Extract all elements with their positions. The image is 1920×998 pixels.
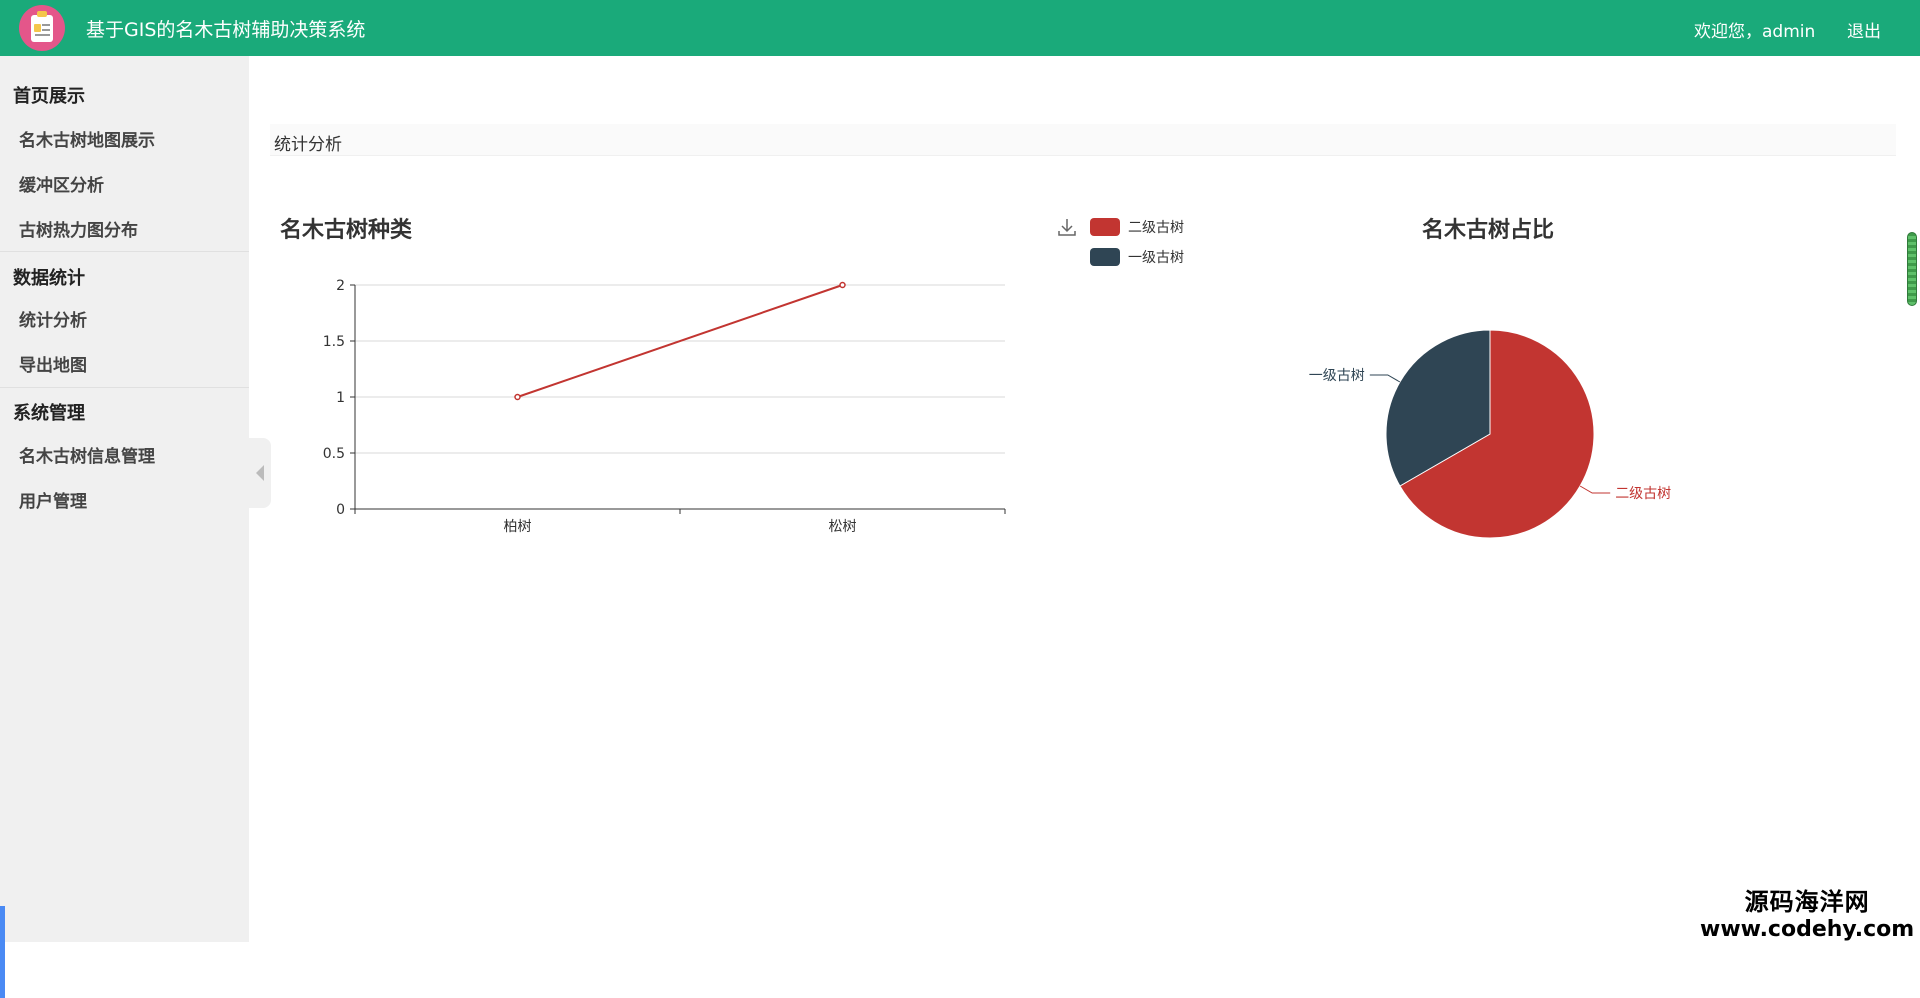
top-header-bar: 基于GIS的名木古树辅助决策系统 欢迎您，admin 退出	[0, 0, 1920, 56]
legend-swatch	[1090, 218, 1120, 236]
y-tick-label: 1.5	[323, 334, 345, 350]
sidebar: 首页展示 名木古树地图展示 缓冲区分析 古树热力图分布 数据统计 统计分析 导出…	[0, 56, 249, 998]
y-tick-label: 0	[336, 502, 345, 518]
data-point	[514, 393, 521, 401]
chart-legend: 二级古树 一级古树	[1090, 212, 1184, 272]
pie-label-line	[1369, 374, 1401, 383]
breadcrumb: 统计分析	[270, 124, 1896, 156]
sidebar-item-stat-analysis[interactable]: 统计分析	[19, 311, 87, 331]
pie-chart: 二级古树 一级古树	[1309, 329, 1671, 539]
download-icon[interactable]	[1056, 216, 1078, 238]
y-tick-label: 0.5	[323, 446, 345, 462]
legend-label: 二级古树	[1128, 220, 1184, 236]
pie-label: 二级古树	[1615, 486, 1671, 502]
active-indicator	[0, 906, 5, 998]
x-tick-label: 松树	[829, 519, 857, 535]
sidebar-item-buffer-analysis[interactable]: 缓冲区分析	[19, 176, 104, 196]
sidebar-item-user-management[interactable]: 用户管理	[19, 492, 87, 512]
sidebar-group-statistics[interactable]: 数据统计	[13, 268, 85, 289]
sidebar-divider	[0, 387, 249, 388]
sidebar-item-export-map[interactable]: 导出地图	[19, 356, 87, 376]
pie-label-line	[1579, 485, 1611, 494]
welcome-text: 欢迎您，admin	[1694, 22, 1816, 42]
chevron-left-icon	[256, 465, 264, 481]
series-line	[517, 284, 843, 398]
sidebar-item-heatmap[interactable]: 古树热力图分布	[19, 221, 138, 241]
app-title: 基于GIS的名木古树辅助决策系统	[86, 19, 366, 41]
sidebar-item-tree-info-management[interactable]: 名木古树信息管理	[19, 447, 155, 467]
sidebar-collapse-button[interactable]	[249, 438, 271, 508]
breadcrumb-current: 统计分析	[274, 135, 342, 155]
y-tick-label: 2	[336, 278, 345, 294]
data-point	[839, 281, 846, 289]
x-tick-label: 柏树	[504, 519, 532, 535]
sidebar-group-home[interactable]: 首页展示	[13, 86, 85, 107]
pie-label: 一级古树	[1309, 368, 1365, 384]
watermark-name: 源码海洋网	[1744, 888, 1870, 916]
clipboard-icon	[31, 10, 53, 42]
pie-slice	[1399, 329, 1595, 539]
pie-chart-title: 名木古树占比	[1422, 218, 1555, 243]
watermark: 源码海洋网 www.codehy.com	[1700, 882, 1914, 942]
watermark-url: www.codehy.com	[1700, 917, 1915, 942]
legend-item-level1[interactable]: 一级古树	[1090, 242, 1184, 272]
app-logo	[19, 5, 65, 51]
y-tick-label: 1	[336, 390, 345, 406]
scrollbar-thumb[interactable]	[1907, 232, 1917, 306]
sidebar-divider	[0, 251, 249, 252]
sidebar-group-system[interactable]: 系统管理	[13, 403, 85, 424]
legend-swatch	[1090, 248, 1120, 266]
legend-label: 一级古树	[1128, 250, 1184, 266]
legend-item-level2[interactable]: 二级古树	[1090, 212, 1184, 242]
line-chart-title: 名木古树种类	[280, 218, 413, 243]
sidebar-item-tree-map[interactable]: 名木古树地图展示	[19, 131, 155, 151]
line-chart: 0 0.5 1 1.5 2 柏树 松树	[323, 278, 1006, 535]
logout-link[interactable]: 退出	[1847, 22, 1881, 42]
